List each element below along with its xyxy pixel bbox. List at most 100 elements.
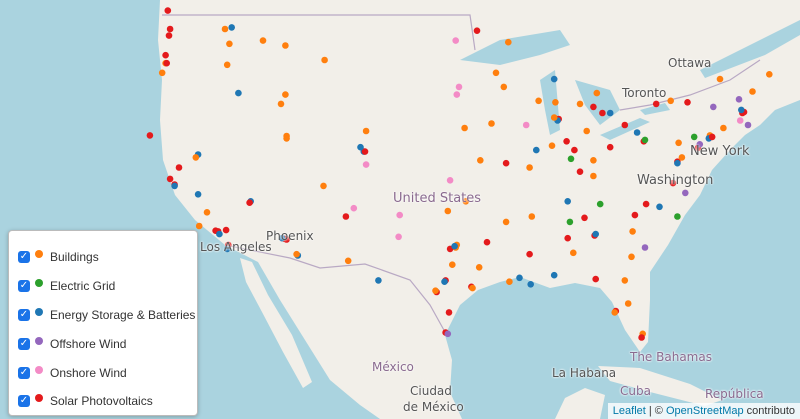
marker-solar-pv[interactable] xyxy=(361,148,369,155)
marker-solar-pv[interactable] xyxy=(342,213,350,220)
marker-solar-pv[interactable] xyxy=(473,27,481,34)
marker-buildings[interactable] xyxy=(461,124,468,132)
marker-buildings[interactable] xyxy=(548,142,556,149)
marker-onshore-wind[interactable] xyxy=(452,37,460,44)
marker-solar-pv[interactable] xyxy=(564,234,571,242)
marker-energy-storage[interactable] xyxy=(674,159,681,167)
marker-energy-storage[interactable] xyxy=(357,143,364,151)
marker-buildings[interactable] xyxy=(678,154,686,161)
checkbox-checked-icon[interactable]: ✓ xyxy=(18,251,30,263)
marker-energy-storage[interactable] xyxy=(235,89,242,97)
marker-buildings[interactable] xyxy=(259,37,267,44)
marker-onshore-wind[interactable] xyxy=(455,83,463,91)
marker-buildings[interactable] xyxy=(158,69,166,77)
marker-buildings[interactable] xyxy=(500,83,508,91)
marker-energy-storage[interactable] xyxy=(606,109,614,117)
marker-energy-storage[interactable] xyxy=(216,230,223,238)
marker-buildings[interactable] xyxy=(488,120,495,127)
checkbox-checked-icon[interactable]: ✓ xyxy=(18,395,30,407)
marker-solar-pv[interactable] xyxy=(502,159,510,167)
marker-buildings[interactable] xyxy=(432,287,439,295)
marker-solar-pv[interactable] xyxy=(642,200,650,208)
marker-buildings[interactable] xyxy=(506,278,513,286)
marker-energy-storage[interactable] xyxy=(278,234,286,242)
marker-buildings[interactable] xyxy=(449,261,456,269)
marker-buildings[interactable] xyxy=(203,209,211,216)
marker-energy-storage[interactable] xyxy=(375,277,382,284)
marker-solar-pv[interactable] xyxy=(669,179,677,187)
marker-electric-grid[interactable] xyxy=(674,213,681,220)
marker-electric-grid[interactable] xyxy=(566,218,574,226)
marker-solar-pv[interactable] xyxy=(162,51,169,59)
marker-buildings[interactable] xyxy=(492,69,500,77)
marker-onshore-wind[interactable] xyxy=(362,161,370,168)
marker-buildings[interactable] xyxy=(716,75,724,83)
marker-buildings[interactable] xyxy=(526,164,533,171)
marker-buildings[interactable] xyxy=(611,309,618,316)
marker-buildings[interactable] xyxy=(667,97,674,105)
marker-solar-pv[interactable] xyxy=(606,143,614,151)
checkbox-checked-icon[interactable]: ✓ xyxy=(18,280,30,292)
marker-buildings[interactable] xyxy=(590,157,597,164)
marker-solar-pv[interactable] xyxy=(599,109,606,117)
marker-buildings[interactable] xyxy=(226,40,233,48)
marker-solar-pv[interactable] xyxy=(631,211,639,219)
marker-buildings[interactable] xyxy=(293,250,300,258)
marker-energy-storage[interactable] xyxy=(738,106,745,114)
marker-energy-storage[interactable] xyxy=(223,245,231,253)
marker-buildings[interactable] xyxy=(502,218,510,226)
checkbox-checked-icon[interactable]: ✓ xyxy=(18,309,30,321)
marker-solar-pv[interactable] xyxy=(164,7,172,14)
legend-item-electric-grid[interactable]: ✓ Electric Grid xyxy=(18,279,115,293)
marker-onshore-wind[interactable] xyxy=(350,204,358,212)
marker-solar-pv[interactable] xyxy=(652,100,660,108)
marker-buildings[interactable] xyxy=(223,61,231,69)
marker-buildings[interactable] xyxy=(576,100,584,108)
marker-energy-storage[interactable] xyxy=(171,182,178,190)
marker-electric-grid[interactable] xyxy=(596,200,604,208)
marker-offshore-wind[interactable] xyxy=(696,141,704,148)
marker-solar-pv[interactable] xyxy=(175,164,183,171)
marker-buildings[interactable] xyxy=(469,284,476,292)
marker-buildings[interactable] xyxy=(552,99,559,106)
marker-buildings[interactable] xyxy=(535,97,542,105)
marker-solar-pv[interactable] xyxy=(590,103,597,111)
marker-solar-pv[interactable] xyxy=(563,138,570,145)
legend-item-onshore-wind[interactable]: ✓ Onshore Wind xyxy=(18,366,127,380)
marker-solar-pv[interactable] xyxy=(483,238,491,246)
marker-offshore-wind[interactable] xyxy=(444,330,452,338)
marker-buildings[interactable] xyxy=(444,207,452,215)
marker-solar-pv[interactable] xyxy=(146,132,154,139)
marker-buildings[interactable] xyxy=(277,100,285,108)
legend-item-buildings[interactable]: ✓ Buildings xyxy=(18,250,99,264)
marker-buildings[interactable] xyxy=(283,135,290,142)
marker-buildings[interactable] xyxy=(720,124,727,132)
marker-energy-storage[interactable] xyxy=(451,242,458,250)
marker-buildings[interactable] xyxy=(282,91,289,98)
marker-buildings[interactable] xyxy=(192,154,200,161)
marker-solar-pv[interactable] xyxy=(708,133,716,141)
marker-buildings[interactable] xyxy=(550,114,558,121)
legend-item-solar-pv[interactable]: ✓ Solar Photovoltaics xyxy=(18,394,153,408)
marker-buildings[interactable] xyxy=(320,182,327,190)
marker-offshore-wind[interactable] xyxy=(641,244,649,251)
marker-energy-storage[interactable] xyxy=(533,146,540,154)
osm-link[interactable]: OpenStreetMap xyxy=(665,405,744,417)
marker-energy-storage[interactable] xyxy=(228,24,235,31)
legend-item-offshore-wind[interactable]: ✓ Offshore Wind xyxy=(18,337,126,351)
marker-buildings[interactable] xyxy=(766,71,773,78)
marker-solar-pv[interactable] xyxy=(592,275,599,283)
marker-solar-pv[interactable] xyxy=(165,32,173,39)
leaflet-link[interactable]: Leaflet xyxy=(612,405,646,417)
marker-electric-grid[interactable] xyxy=(641,136,649,144)
marker-energy-storage[interactable] xyxy=(564,198,571,205)
marker-buildings[interactable] xyxy=(675,139,682,147)
marker-energy-storage[interactable] xyxy=(527,281,534,288)
marker-buildings[interactable] xyxy=(593,89,601,97)
marker-energy-storage[interactable] xyxy=(194,191,202,198)
marker-solar-pv[interactable] xyxy=(638,334,645,341)
marker-solar-pv[interactable] xyxy=(166,25,174,33)
marker-solar-pv[interactable] xyxy=(246,199,253,206)
marker-buildings[interactable] xyxy=(362,127,370,135)
marker-onshore-wind[interactable] xyxy=(736,117,744,124)
